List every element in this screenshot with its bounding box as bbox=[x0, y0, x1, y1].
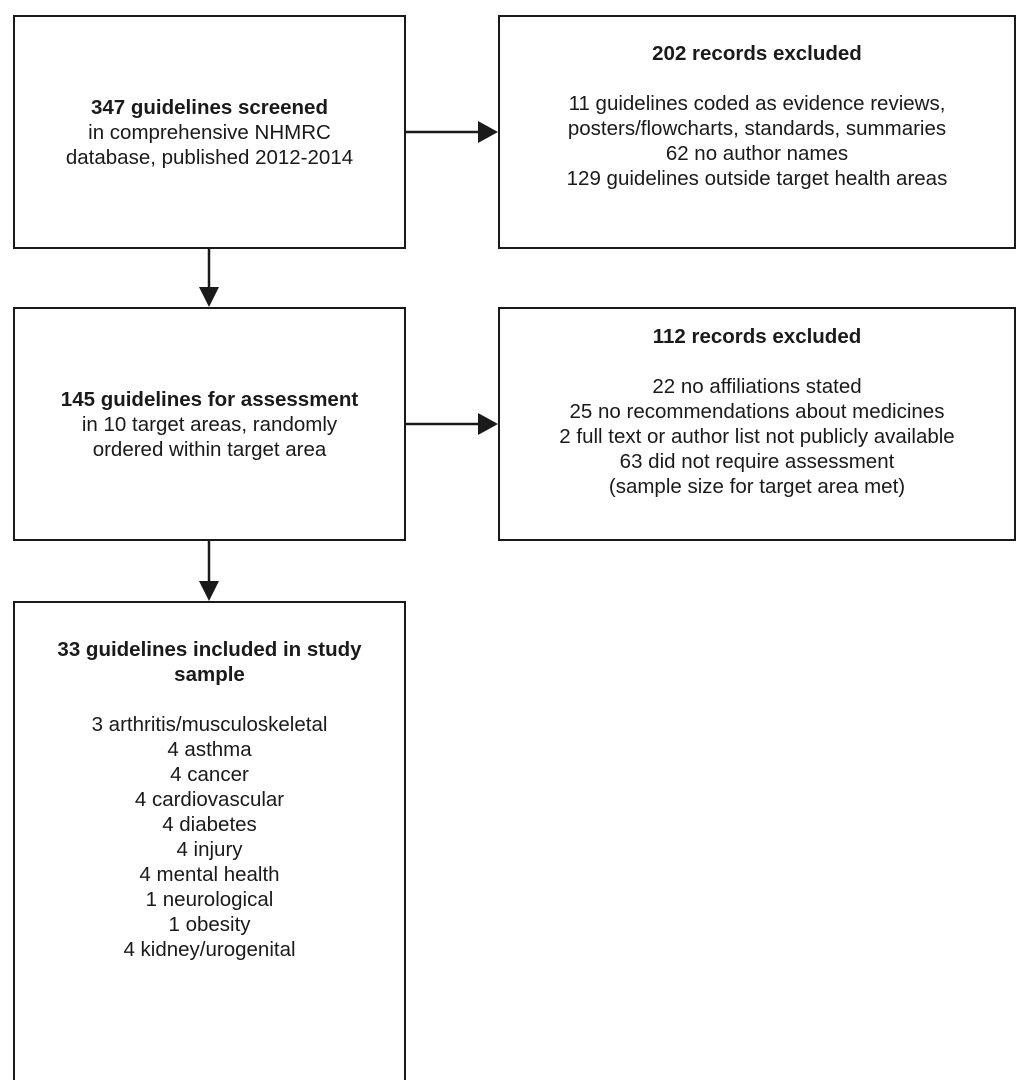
excluded-1-line: 129 guidelines outside target health are… bbox=[566, 167, 948, 190]
excluded-2-line: 2 full text or author list not publicly … bbox=[559, 425, 955, 448]
included-area-item: 1 neurological bbox=[145, 888, 274, 911]
included-area-item: 4 mental health bbox=[139, 863, 280, 886]
arrowhead-down-2 bbox=[199, 581, 219, 601]
screened-line: in comprehensive NHMRC bbox=[88, 120, 331, 144]
included-area-item: 4 kidney/urogenital bbox=[123, 938, 296, 961]
excluded-2-line: 63 did not require assessment bbox=[619, 450, 895, 473]
included-box: 33 guidelines included in study sample 3… bbox=[13, 601, 406, 1080]
screened-box: 347 guidelines screened in comprehensive… bbox=[13, 15, 406, 249]
included-area-item: 4 diabetes bbox=[162, 813, 257, 836]
included-area-item: 3 arthritis/musculoskeletal bbox=[91, 713, 328, 736]
included-area-item: 4 asthma bbox=[167, 738, 252, 761]
excluded-2-line: 25 no recommendations about medicines bbox=[569, 400, 945, 423]
excluded-records-box-1: 202 records excluded 11 guidelines coded… bbox=[498, 15, 1016, 249]
screened-title: 347 guidelines screened bbox=[90, 95, 328, 119]
excluded-1-line: posters/flowcharts, standards, summaries bbox=[567, 117, 947, 140]
excluded-2-line: 22 no affiliations stated bbox=[652, 375, 862, 398]
included-area-item: 4 cardiovascular bbox=[134, 788, 285, 811]
screened-line: database, published 2012-2014 bbox=[65, 145, 354, 169]
assessment-title: 145 guidelines for assessment bbox=[60, 387, 359, 411]
excluded-1-line: 62 no author names bbox=[665, 142, 849, 165]
assessment-line: ordered within target area bbox=[92, 437, 327, 461]
included-title: sample bbox=[174, 663, 245, 686]
excluded-1-line: 11 guidelines coded as evidence reviews, bbox=[568, 92, 946, 115]
excluded-1-title: 202 records excluded bbox=[652, 42, 862, 65]
arrowhead-right-1 bbox=[478, 121, 498, 143]
assessment-line: in 10 target areas, randomly bbox=[81, 412, 338, 436]
excluded-2-title: 112 records excluded bbox=[652, 325, 862, 348]
included-title: 33 guidelines included in study bbox=[57, 638, 362, 661]
arrowhead-right-2 bbox=[478, 413, 498, 435]
included-area-item: 1 obesity bbox=[168, 913, 251, 936]
included-area-item: 4 cancer bbox=[170, 763, 249, 786]
assessment-box: 145 guidelines for assessment in 10 targ… bbox=[13, 307, 406, 541]
excluded-records-box-2: 112 records excluded 22 no affiliations … bbox=[498, 307, 1016, 541]
included-area-item: 4 injury bbox=[176, 838, 243, 861]
excluded-2-line: (sample size for target area met) bbox=[608, 475, 906, 498]
arrowhead-down-1 bbox=[199, 287, 219, 307]
